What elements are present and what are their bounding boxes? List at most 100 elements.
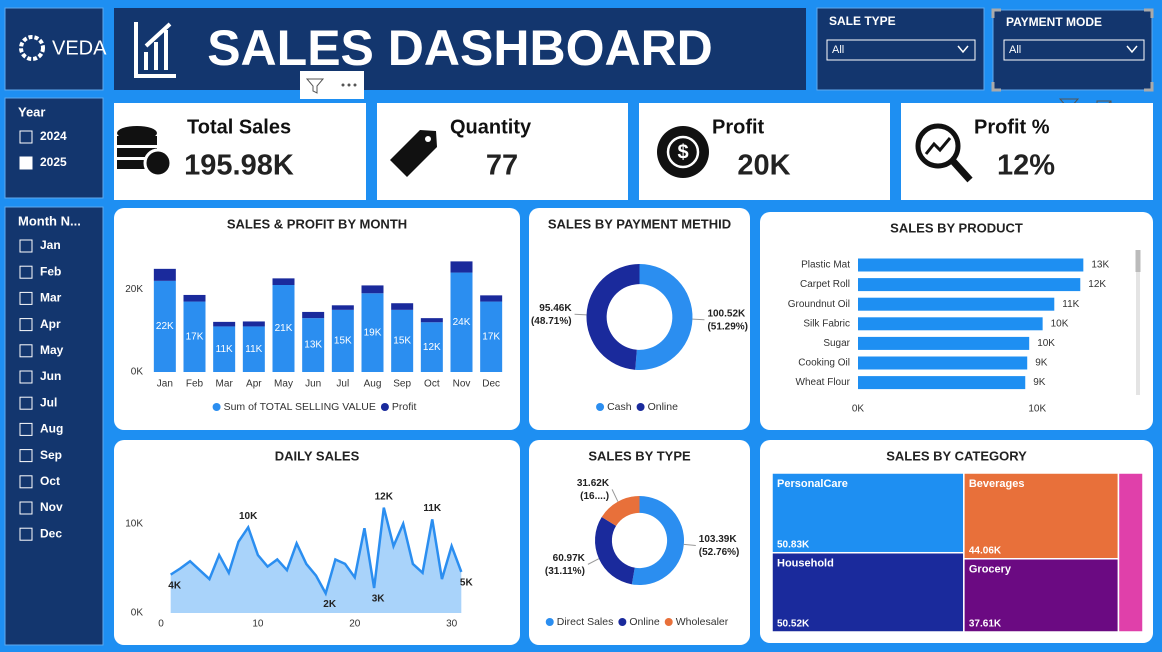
bar-segment [420, 322, 443, 372]
legend-label: Wholesaler [676, 616, 729, 628]
x-tick-label: Oct [424, 379, 440, 390]
checkbox[interactable] [19, 370, 33, 384]
tile-label: Beverages [969, 478, 1025, 490]
kpi-value: 12% [997, 150, 1055, 182]
data-label: 9K [1033, 377, 1046, 388]
checkbox[interactable] [19, 449, 33, 463]
filter-item: Oct [40, 474, 60, 488]
legend-marker [664, 618, 673, 626]
bar-segment [213, 321, 236, 327]
treemap-tile [963, 472, 1120, 560]
treemap-tile [1117, 472, 1144, 633]
slicer-dropdown[interactable] [1003, 39, 1145, 61]
slicer-label: PAYMENT MODE [1006, 15, 1102, 29]
x-tick-label: Mar [216, 379, 234, 390]
bar-segment [302, 311, 325, 319]
filter-item: Feb [40, 264, 61, 278]
checkbox[interactable] [19, 239, 33, 253]
x-tick-label: Jul [336, 379, 349, 390]
data-label: (52.76%) [699, 547, 740, 558]
y-tick-label: Cooking Oil [798, 358, 850, 369]
slicer-dropdown[interactable] [826, 39, 976, 61]
x-tick-label: Sep [393, 379, 411, 390]
bar-segment [361, 293, 384, 372]
data-label: 12K [423, 342, 441, 353]
x-tick-label: Jun [305, 379, 321, 390]
checkbox[interactable] [19, 156, 33, 170]
bar [858, 376, 1026, 390]
y-tick-label: 10K [125, 518, 143, 529]
dollar-sign: $ [677, 141, 688, 163]
chart-card [529, 440, 750, 645]
leader-line [574, 313, 587, 316]
data-label: 11K [245, 344, 262, 355]
checkbox[interactable] [19, 291, 33, 305]
legend-marker [636, 403, 645, 411]
x-tick-label: 10 [252, 619, 264, 630]
filter-icon[interactable] [305, 78, 325, 94]
chart-title: SALES BY TYPE [588, 448, 691, 463]
checkbox[interactable] [19, 265, 33, 279]
checkbox[interactable] [19, 318, 33, 332]
kpi-label: Profit % [974, 116, 1050, 138]
filter-item: Aug [40, 422, 63, 436]
y-tick-label: Sugar [823, 338, 850, 349]
checkbox[interactable] [19, 527, 33, 541]
bar-segment [450, 272, 473, 372]
donut-slice [595, 516, 635, 585]
y-tick-label: 0K [131, 608, 144, 619]
leader-line [611, 489, 619, 502]
bar-segment [480, 301, 503, 372]
bar [858, 317, 1043, 331]
chart-card [529, 208, 750, 430]
bar-segment [420, 318, 443, 323]
checkbox[interactable] [19, 344, 33, 358]
tag-hole [425, 136, 431, 142]
data-label: (51.29%) [707, 321, 748, 332]
data-label: 10K [239, 511, 258, 522]
more-icon[interactable] [341, 83, 357, 87]
bar-segment [450, 261, 473, 273]
y-tick-label: Silk Fabric [803, 318, 850, 329]
bar-segment [272, 285, 295, 372]
checkbox[interactable] [19, 422, 33, 436]
bar-segment [183, 301, 206, 372]
trend-icon [924, 137, 952, 155]
data-label: 12K [375, 491, 394, 502]
area [170, 507, 462, 613]
kpi-label: Profit [712, 116, 765, 138]
bar-segment [242, 326, 265, 372]
data-label: 95.46K [539, 303, 572, 314]
bar-segment [480, 295, 503, 302]
x-tick-label: 10K [1028, 404, 1046, 415]
checkbox[interactable] [19, 501, 33, 515]
checkbox[interactable] [19, 475, 33, 489]
bar-segment [302, 318, 325, 372]
legend-label: Cash [607, 401, 632, 413]
kpi-label: Quantity [450, 116, 532, 138]
bar-segment [361, 285, 384, 294]
x-tick-label: Apr [246, 379, 262, 390]
y-tick-label: Carpet Roll [800, 279, 850, 290]
chart-title: SALES & PROFIT BY MONTH [227, 216, 407, 231]
slicer-value: All [1009, 44, 1021, 56]
data-label: 11K [1062, 299, 1079, 310]
legend-label: Online [629, 616, 660, 628]
bar [858, 258, 1084, 272]
data-label: 11K [423, 503, 442, 514]
chart-card [114, 440, 520, 645]
chart-title: SALES BY PRODUCT [890, 220, 1023, 235]
checkbox[interactable] [19, 396, 33, 410]
checkbox[interactable] [19, 130, 33, 144]
filter-item: Sep [40, 448, 62, 462]
money-icon [657, 126, 709, 178]
kpi-value: 195.98K [184, 150, 294, 182]
bar-segment [213, 326, 236, 372]
data-label: 10K [1051, 318, 1069, 329]
tile-value: 50.52K [777, 619, 810, 630]
data-label: 10K [1037, 338, 1055, 349]
tag-icon [390, 130, 437, 177]
legend-label: Online [648, 401, 679, 413]
slicer-value: All [832, 44, 844, 56]
bar-segment [331, 305, 354, 310]
